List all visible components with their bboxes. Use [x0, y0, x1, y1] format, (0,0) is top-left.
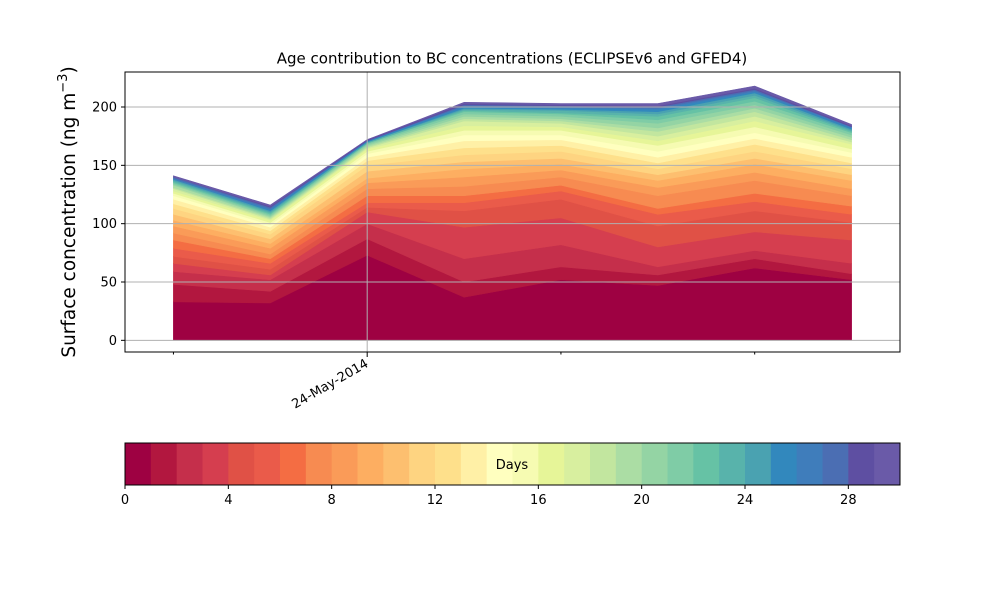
colorbar-cell — [822, 443, 849, 485]
colorbar-cell — [564, 443, 591, 485]
plot-frame — [124, 71, 901, 353]
y-axis-label: Surface concentration (ng m−3) — [56, 66, 80, 357]
grid-lines — [125, 72, 900, 352]
y-tick-label: 200 — [92, 101, 117, 116]
y-tick-label: 150 — [92, 159, 117, 174]
colorbar-cell — [254, 443, 281, 485]
colorbar-cell — [667, 443, 694, 485]
y-axis-label-main: Surface concentration (ng m — [59, 93, 80, 358]
colorbar-tick-label: 0 — [121, 493, 129, 508]
colorbar-tick-label: 12 — [427, 493, 444, 508]
colorbar-cell — [512, 443, 539, 485]
colorbar-ticks: 0 4 8 12 16 20 24 28 — [121, 485, 857, 508]
colorbar-cell — [615, 443, 643, 485]
colorbar-cell — [848, 443, 875, 485]
y-axis-label-exponent: −3 — [56, 74, 71, 93]
colorbar-cell — [150, 443, 178, 485]
colorbar-cell — [874, 443, 901, 485]
colorbar-cell — [590, 443, 617, 485]
y-tick-label: 50 — [100, 276, 117, 291]
colorbar-cell — [305, 443, 333, 485]
colorbar-cell — [641, 443, 668, 485]
colorbar-cell — [460, 443, 488, 485]
colorbar-tick-label: 16 — [530, 493, 547, 508]
colorbar-cell — [435, 443, 462, 485]
colorbar-tick-label: 8 — [328, 493, 336, 508]
colorbar-cell — [357, 443, 384, 485]
colorbar-tick-label: 28 — [840, 493, 857, 508]
colorbar-cell — [383, 443, 410, 485]
colorbar-cell — [796, 443, 823, 485]
y-axis-label-close: ) — [59, 66, 80, 73]
colorbar-cell — [486, 443, 513, 485]
colorbar-frame — [124, 442, 901, 486]
colorbar-cell — [176, 443, 203, 485]
chart-title: Age contribution to BC concentrations (E… — [277, 50, 748, 68]
area-layer-29 — [173, 85, 852, 207]
y-tick-label: 0 — [109, 334, 117, 349]
colorbar-tick-label: 20 — [633, 493, 650, 508]
colorbar-cell — [331, 443, 358, 485]
colorbar-cell — [202, 443, 229, 485]
colorbar-cell — [125, 443, 152, 485]
x-axis-ticks: 24-May-2014 — [172, 352, 756, 412]
y-tick-label: 100 — [92, 217, 117, 232]
colorbar-cell — [745, 443, 772, 485]
colorbar-cell — [693, 443, 720, 485]
colorbar-cell — [280, 443, 307, 485]
x-tick-label: 24-May-2014 — [290, 356, 372, 412]
plot-area — [124, 71, 901, 353]
colorbar-cell — [719, 443, 746, 485]
colorbar-cells — [125, 443, 901, 485]
area-layers — [173, 85, 852, 341]
colorbar-label: Days — [496, 458, 529, 473]
colorbar-cell — [409, 443, 436, 485]
colorbar-cell — [538, 443, 565, 485]
colorbar-cell — [228, 443, 255, 485]
svg-text:Surface concentration (ng m−3): Surface concentration (ng m−3) — [56, 66, 80, 357]
y-axis-ticks: 0 50 100 150 200 — [92, 101, 125, 349]
colorbar-tick-label: 4 — [224, 493, 232, 508]
colorbar-tick-label: 24 — [737, 493, 754, 508]
colorbar: Days 0 4 8 12 16 20 24 28 — [121, 442, 901, 508]
colorbar-cell — [770, 443, 798, 485]
